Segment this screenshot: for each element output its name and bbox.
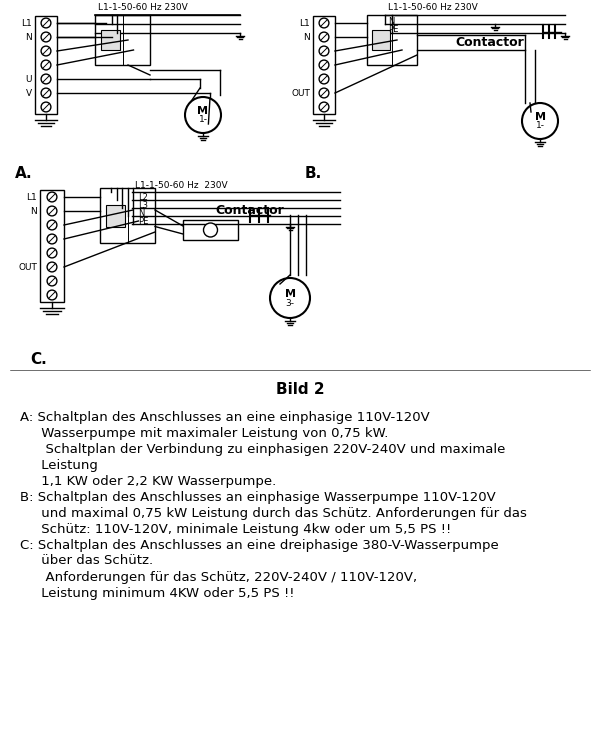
Circle shape: [319, 102, 329, 112]
Text: Schaltplan der Verbindung zu einphasigen 220V-240V und maximale: Schaltplan der Verbindung zu einphasigen…: [20, 443, 505, 455]
Circle shape: [47, 248, 57, 258]
Text: B.: B.: [305, 165, 322, 180]
Text: N: N: [388, 16, 394, 25]
Circle shape: [47, 192, 57, 202]
Bar: [100, 188, 155, 243]
Text: Anforderungen für das Schütz, 220V-240V / 110V-120V,: Anforderungen für das Schütz, 220V-240V …: [20, 571, 417, 583]
Circle shape: [319, 46, 329, 56]
Text: 3-: 3-: [286, 299, 295, 308]
Text: Schütz: 110V-120V, minimale Leistung 4kw oder um 5,5 PS !!: Schütz: 110V-120V, minimale Leistung 4kw…: [20, 522, 451, 536]
Text: L1: L1: [26, 192, 37, 201]
Text: C: Schaltplan des Anschlusses an eine dreiphasige 380-V-Wasserpumpe: C: Schaltplan des Anschlusses an eine dr…: [20, 539, 499, 551]
Text: über das Schütz.: über das Schütz.: [20, 554, 153, 568]
Text: N: N: [138, 209, 145, 218]
Text: L1-1-50-60 Hz 230V: L1-1-50-60 Hz 230V: [388, 4, 478, 13]
Circle shape: [41, 102, 51, 112]
Circle shape: [41, 88, 51, 98]
Circle shape: [41, 18, 51, 28]
Circle shape: [47, 234, 57, 244]
Circle shape: [47, 290, 57, 300]
Text: Wasserpumpe mit maximaler Leistung von 0,75 kW.: Wasserpumpe mit maximaler Leistung von 0…: [20, 426, 388, 440]
Text: Bild 2: Bild 2: [275, 382, 325, 398]
Bar: [35, 16, 57, 114]
Text: PE: PE: [138, 218, 148, 226]
Text: M: M: [197, 106, 209, 116]
Circle shape: [47, 206, 57, 216]
Circle shape: [185, 97, 221, 133]
Text: PE: PE: [388, 25, 398, 34]
Text: L2: L2: [138, 194, 148, 203]
Circle shape: [319, 32, 329, 42]
Bar: [367, 15, 417, 65]
Text: L1: L1: [21, 19, 32, 28]
Circle shape: [41, 32, 51, 42]
Bar: [106, 204, 125, 226]
Text: B: Schaltplan des Anschlusses an einphasige Wasserpumpe 110V-120V: B: Schaltplan des Anschlusses an einphas…: [20, 490, 496, 504]
Text: Leistung minimum 4KW oder 5,5 PS !!: Leistung minimum 4KW oder 5,5 PS !!: [20, 586, 295, 600]
Text: L3: L3: [138, 201, 148, 211]
Text: C.: C.: [30, 352, 47, 367]
Circle shape: [41, 74, 51, 84]
Text: A.: A.: [15, 165, 32, 180]
Text: OUT: OUT: [291, 89, 310, 98]
Bar: [313, 16, 335, 114]
Circle shape: [41, 46, 51, 56]
Text: N: N: [25, 33, 32, 42]
Text: OUT: OUT: [18, 262, 37, 271]
Bar: [101, 30, 120, 50]
Circle shape: [47, 262, 57, 272]
Text: und maximal 0,75 kW Leistung durch das Schütz. Anforderungen für das: und maximal 0,75 kW Leistung durch das S…: [20, 507, 527, 519]
Bar: [183, 220, 238, 240]
Text: Contactor: Contactor: [215, 203, 284, 217]
Text: A: Schaltplan des Anschlusses an eine einphasige 110V-120V: A: Schaltplan des Anschlusses an eine ei…: [20, 410, 430, 423]
Text: N: N: [30, 206, 37, 215]
Text: Contactor: Contactor: [455, 37, 524, 49]
Circle shape: [41, 60, 51, 70]
Text: M: M: [284, 289, 296, 299]
Text: L1-1-50-60 Hz  230V: L1-1-50-60 Hz 230V: [135, 180, 227, 189]
Text: L1-1-50-60 Hz 230V: L1-1-50-60 Hz 230V: [98, 4, 188, 13]
Circle shape: [203, 223, 218, 237]
Circle shape: [319, 60, 329, 70]
Circle shape: [319, 74, 329, 84]
Text: 1,1 KW oder 2,2 KW Wasserpumpe.: 1,1 KW oder 2,2 KW Wasserpumpe.: [20, 475, 276, 487]
Text: 1-: 1-: [199, 115, 208, 124]
Text: U: U: [25, 74, 32, 83]
Circle shape: [47, 276, 57, 286]
Circle shape: [319, 88, 329, 98]
Circle shape: [47, 220, 57, 230]
Text: 1-: 1-: [536, 121, 545, 130]
Circle shape: [270, 278, 310, 318]
Bar: [372, 30, 389, 50]
Bar: [40, 190, 64, 302]
Text: M: M: [535, 112, 545, 122]
Circle shape: [319, 18, 329, 28]
Text: N: N: [303, 33, 310, 42]
Text: V: V: [26, 89, 32, 98]
Circle shape: [522, 103, 558, 139]
Bar: [95, 15, 150, 65]
Text: Leistung: Leistung: [20, 458, 98, 472]
Text: L1: L1: [299, 19, 310, 28]
